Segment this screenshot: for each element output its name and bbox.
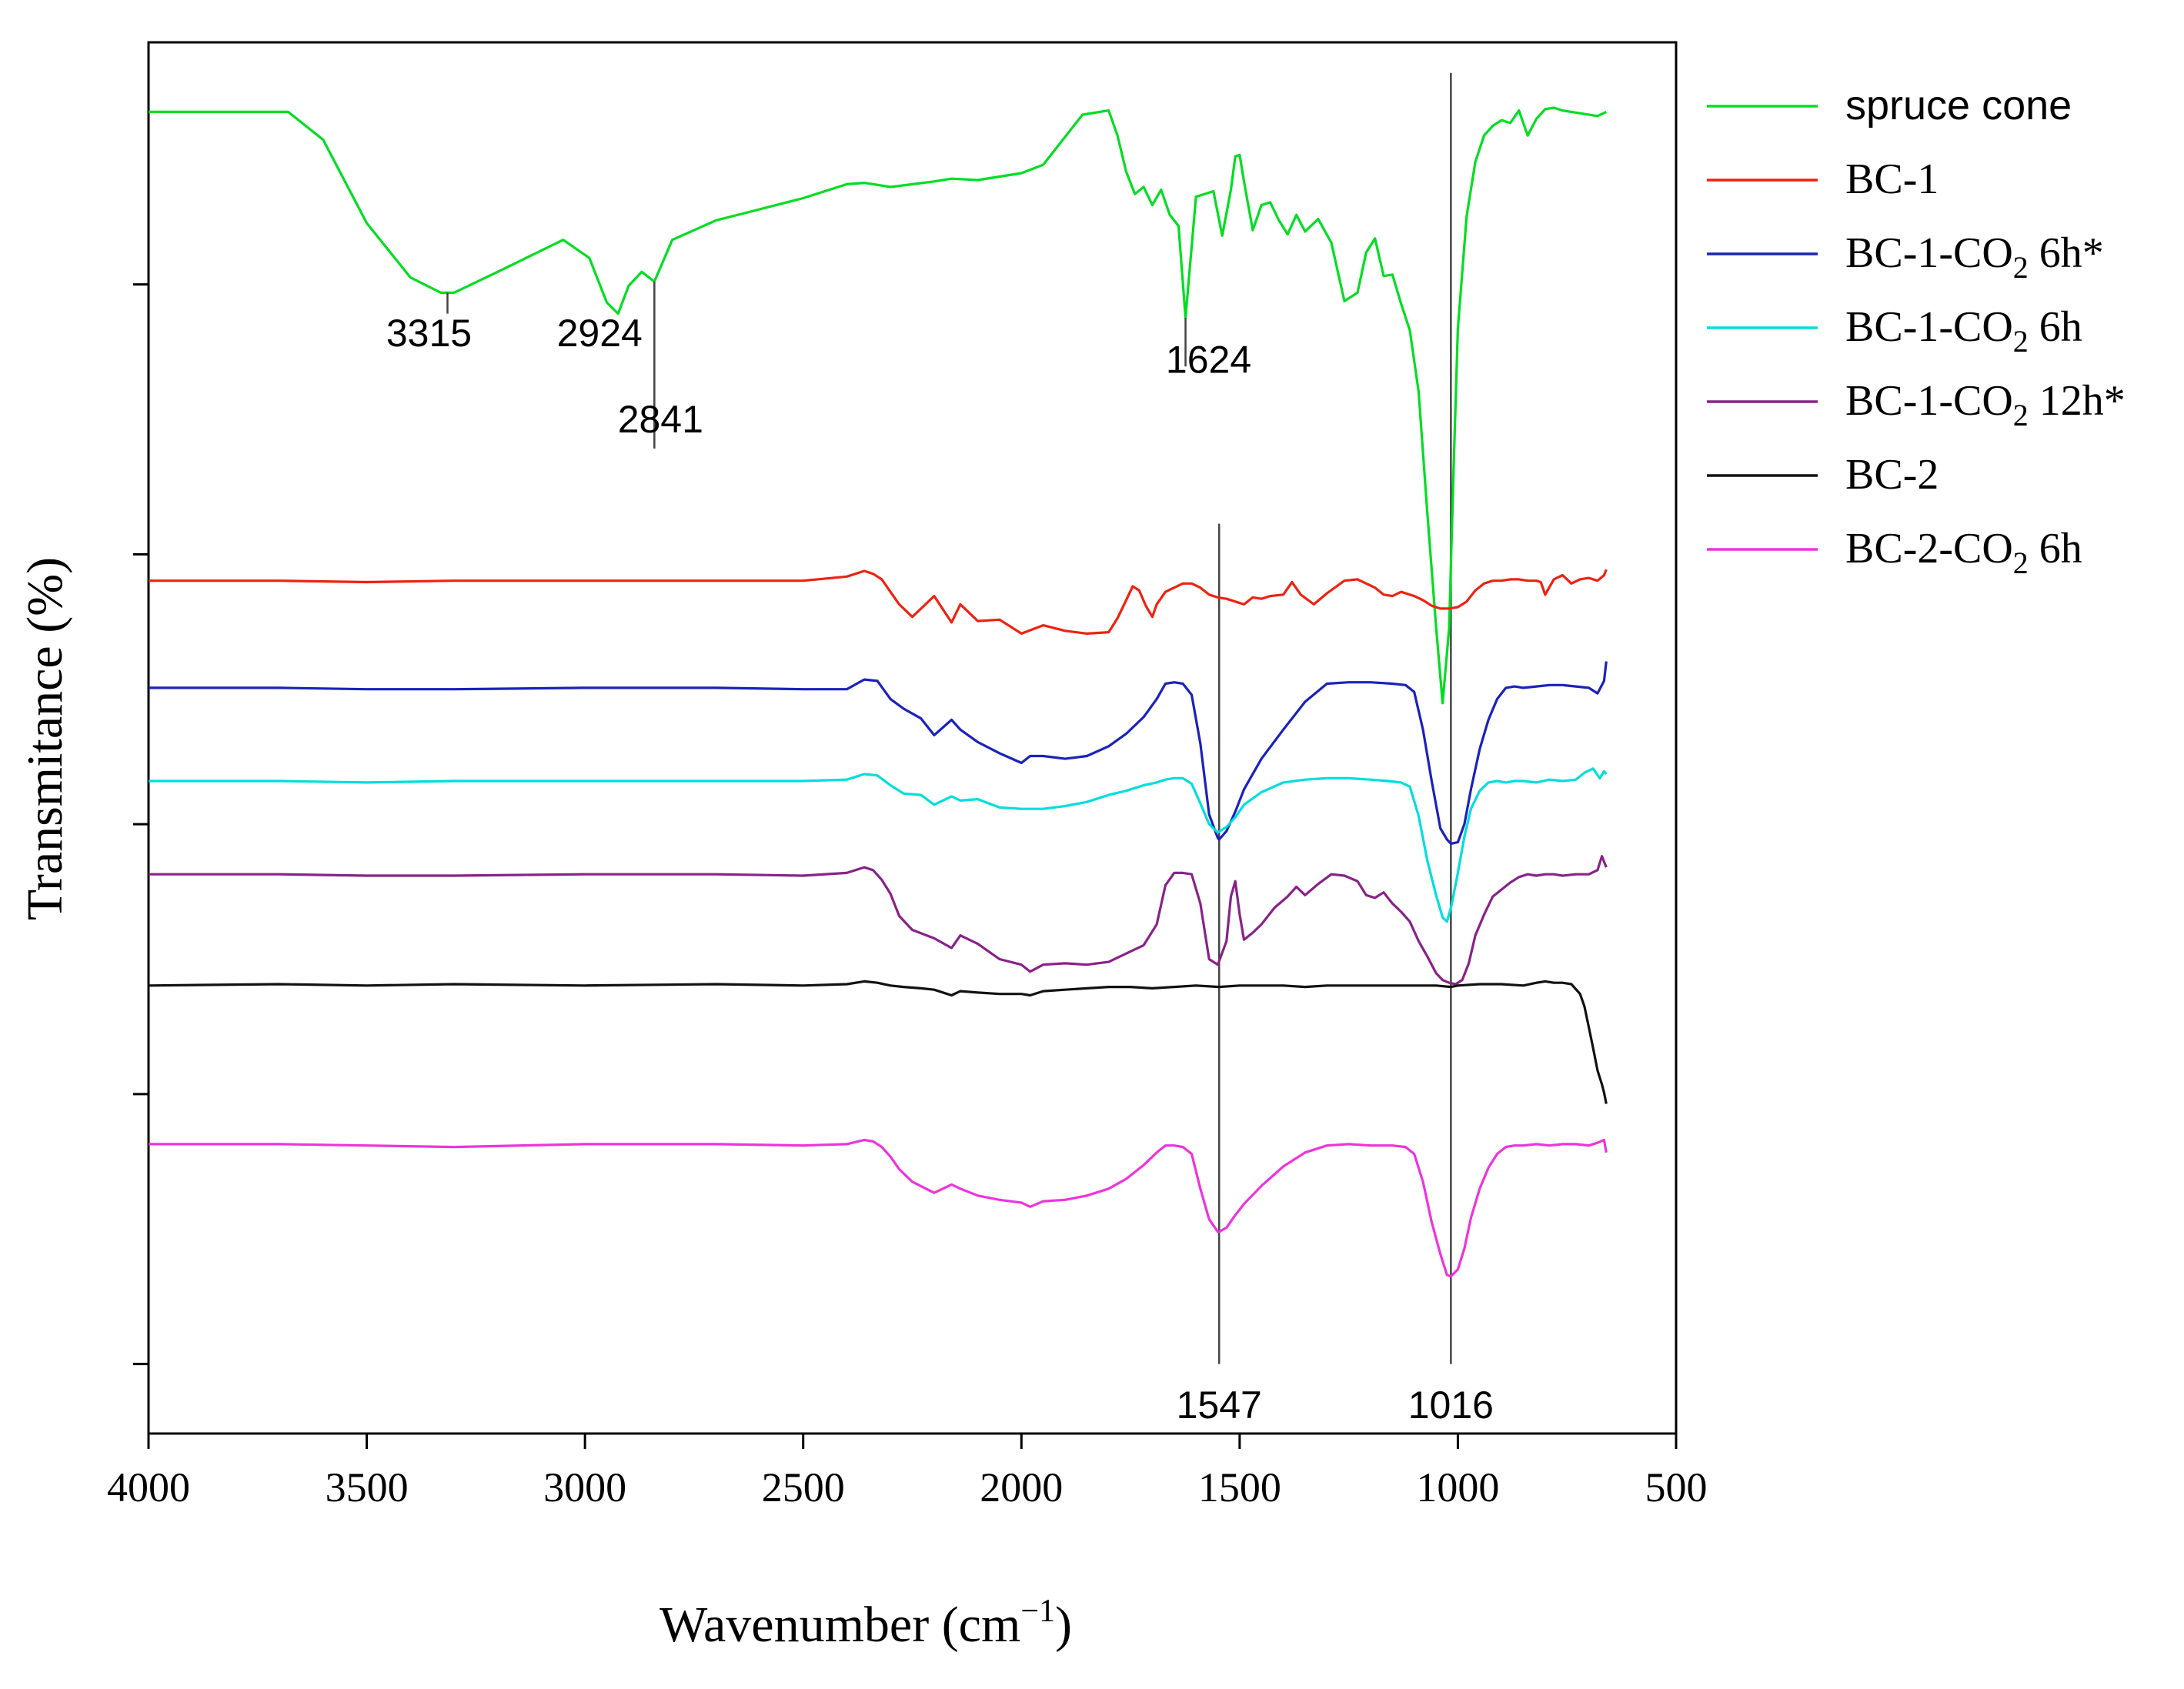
series-line-bc-1-co2-12h xyxy=(149,855,1608,986)
x-axis-title: Wavenumber (cm−1) xyxy=(660,1594,1072,1653)
x-axis-ticks: 4000 3500 3000 2500 2000 1500 1000 500 xyxy=(107,1434,1708,1510)
legend-item-bc-1-co2-12h: BC-1-CO2 12h* xyxy=(1707,377,2126,432)
legend-item-bc-1-co2-6h: BC-1-CO2 6h xyxy=(1707,303,2082,359)
legend-label-bc-1-co2-12h: BC-1-CO2 12h* xyxy=(1845,377,2126,432)
annotation-label-2841: 2841 xyxy=(618,398,703,441)
x-tick-label-4000: 4000 xyxy=(107,1464,190,1510)
y-axis-title: Transmitance (%) xyxy=(17,557,73,920)
x-axis-title-text: Wavenumber (cm xyxy=(660,1597,1020,1653)
legend-item-bc-1-co2-6h: BC-1-CO2 6h* xyxy=(1707,229,2104,285)
x-axis-title-close: ) xyxy=(1055,1597,1072,1653)
annotation-label-1624: 1624 xyxy=(1166,338,1251,381)
peak-annotations: 3315 2924 2841 1624 xyxy=(386,281,1251,449)
reference-label-1016: 1016 xyxy=(1408,1384,1494,1427)
legend-label-bc-1-co2-6h: BC-1-CO2 6h xyxy=(1845,303,2082,359)
series-line-bc-1 xyxy=(149,569,1608,636)
series-line-bc-1-co2-6h xyxy=(149,661,1608,846)
legend-label-bc-1-co2-6h: BC-1-CO2 6h* xyxy=(1845,229,2104,285)
y-axis-ticks xyxy=(133,283,149,1366)
spectra-series xyxy=(148,106,1608,1278)
legend: spruce cone BC-1 BC-1-CO2 6h* BC-1-CO2 6h BC… xyxy=(1707,82,2126,580)
reference-label-1547: 1547 xyxy=(1177,1384,1262,1427)
x-tick-label-500: 500 xyxy=(1645,1464,1708,1510)
legend-item-bc-2: BC-2 xyxy=(1707,451,1939,499)
series-line-bc-2-co2-6h xyxy=(149,1138,1608,1278)
legend-label-bc-2-co2-6h: BC-2-CO2 6h xyxy=(1845,525,2082,580)
x-tick-label-3000: 3000 xyxy=(543,1464,626,1510)
series-line-bc-1-co2-6h xyxy=(149,767,1608,923)
legend-label-spruce-cone: spruce cone xyxy=(1845,82,2072,129)
annotation-label-2924: 2924 xyxy=(557,312,643,355)
x-tick-label-1500: 1500 xyxy=(1198,1464,1281,1510)
x-tick-label-2000: 2000 xyxy=(980,1464,1063,1510)
x-tick-label-1000: 1000 xyxy=(1416,1464,1499,1510)
x-tick-label-3500: 3500 xyxy=(326,1464,409,1510)
reference-lines: 1547 1016 xyxy=(1177,72,1494,1427)
legend-item-bc-2-co2-6h: BC-2-CO2 6h xyxy=(1707,525,2082,580)
plot-area-frame xyxy=(147,41,1678,1435)
legend-label-bc-1: BC-1 xyxy=(1845,155,1939,203)
legend-item-spruce-cone: spruce cone xyxy=(1707,82,2072,129)
legend-item-bc-1: BC-1 xyxy=(1707,155,1939,203)
x-axis-title-superscript: −1 xyxy=(1020,1594,1055,1629)
x-tick-label-2500: 2500 xyxy=(762,1464,845,1510)
annotation-label-3315: 3315 xyxy=(386,312,472,355)
series-line-spruce-cone xyxy=(149,106,1607,705)
legend-label-bc-2: BC-2 xyxy=(1845,451,1939,499)
series-line-bc-2 xyxy=(148,980,1608,1104)
